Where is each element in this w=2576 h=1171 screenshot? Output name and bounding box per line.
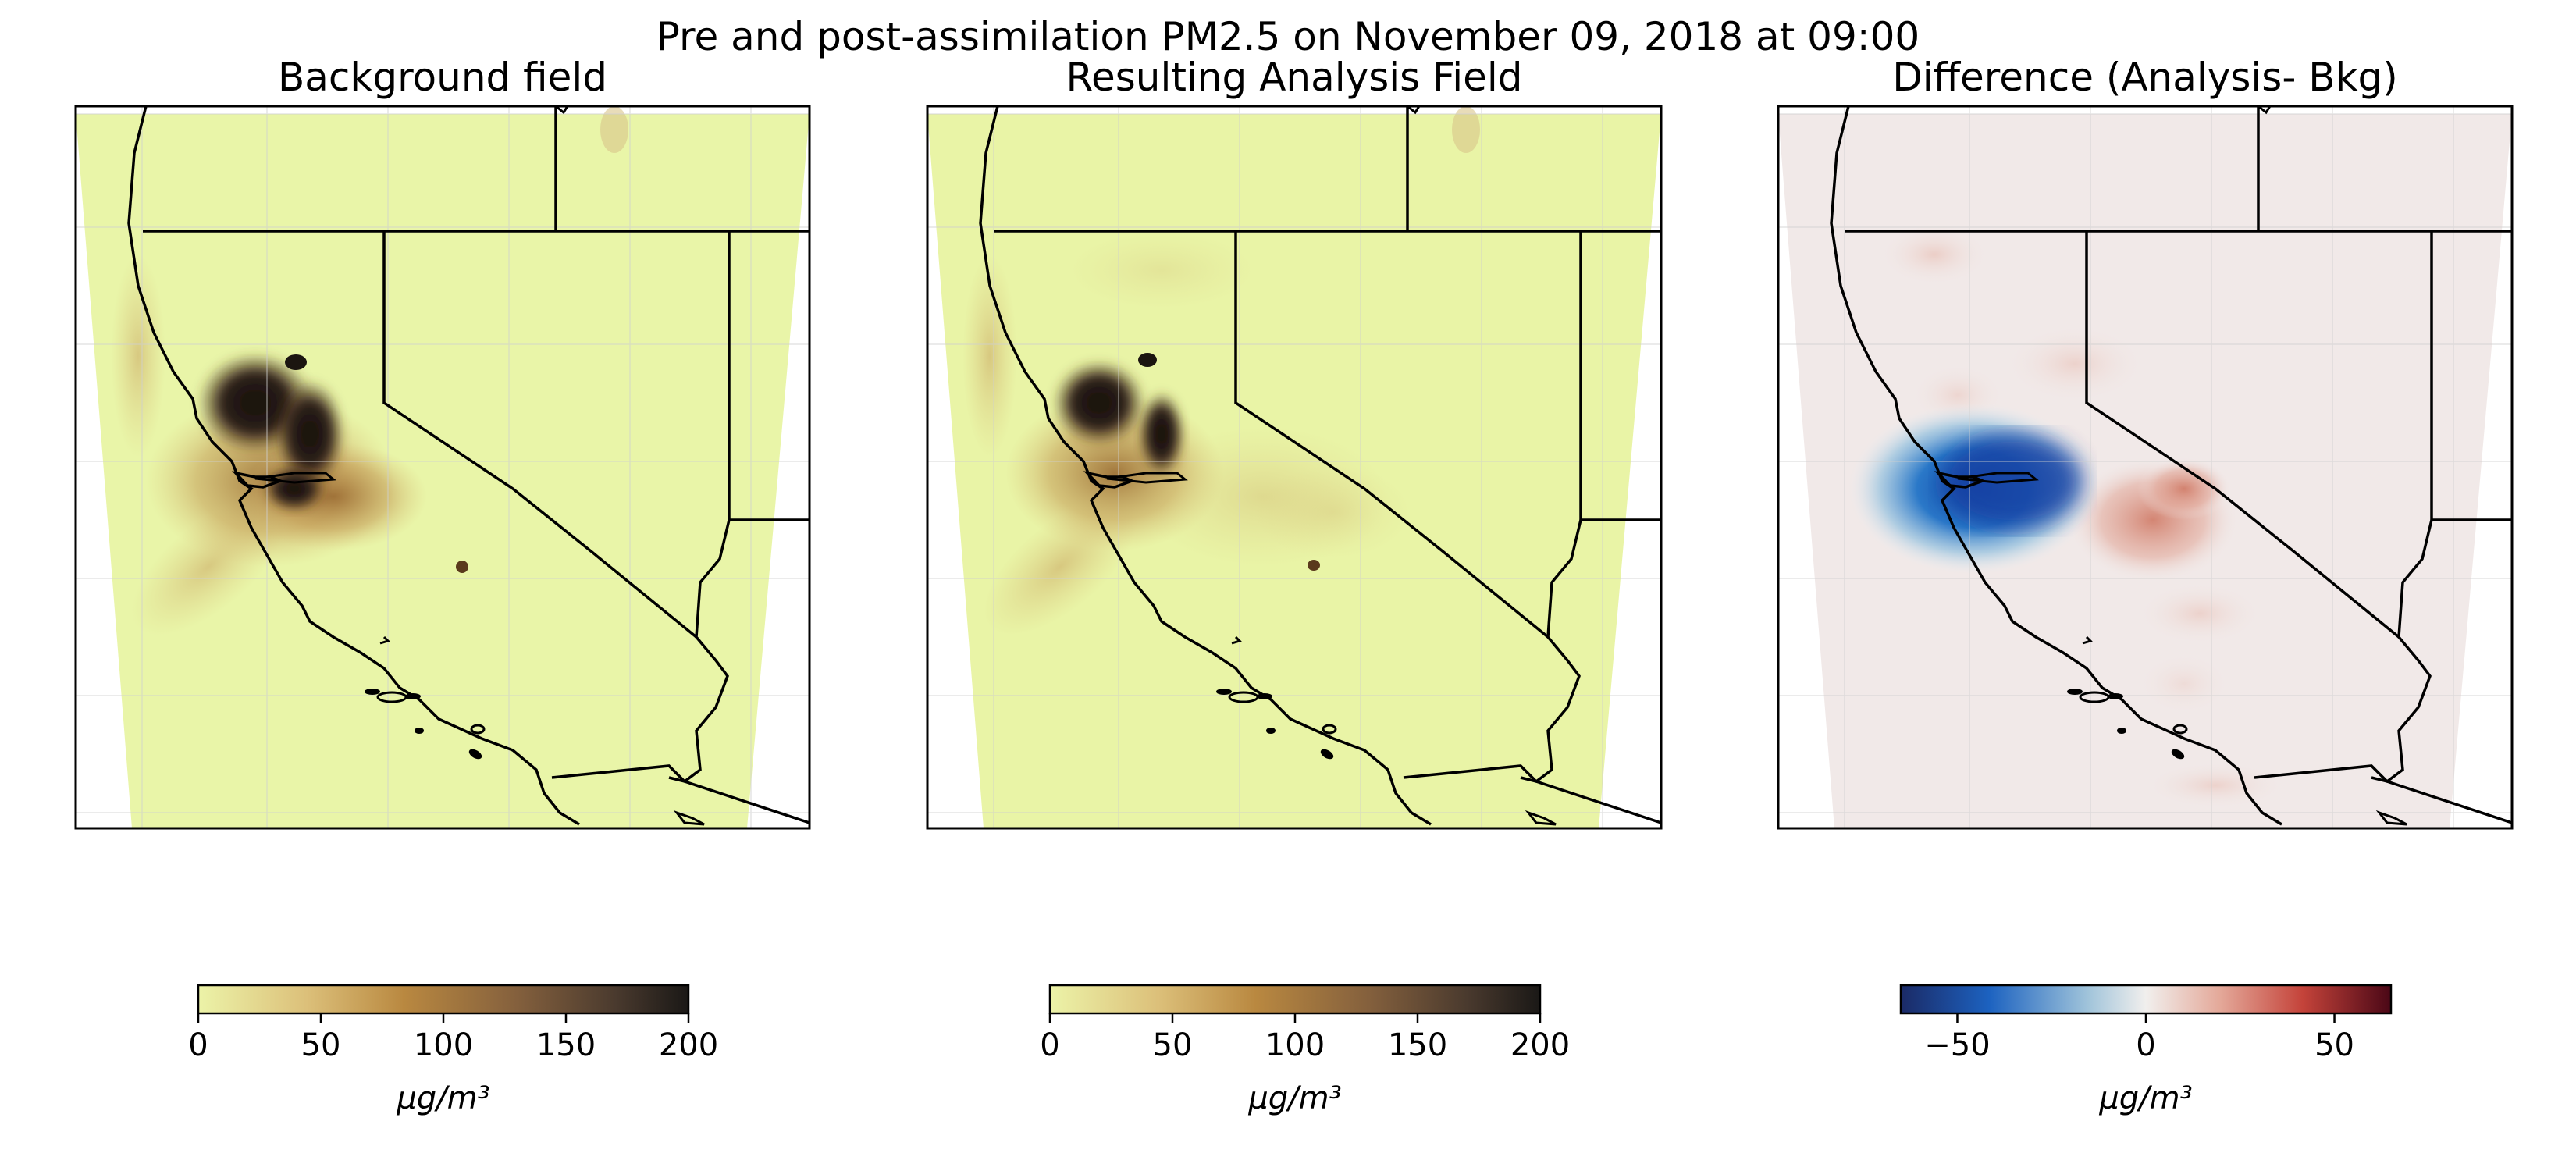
colorbar-tick-label: 50 bbox=[1153, 1027, 1193, 1063]
panel-title: Background field bbox=[278, 55, 607, 100]
colorbar-analysis: 0 50 100 150 200 μg/m³ bbox=[1040, 984, 1570, 1116]
colorbar-tick-label: 200 bbox=[659, 1027, 718, 1063]
colorbar-tick-label: 0 bbox=[188, 1027, 208, 1063]
colorbar-tick-label: 50 bbox=[2314, 1027, 2354, 1063]
map-frame bbox=[74, 105, 811, 830]
field-area bbox=[76, 114, 809, 828]
colorbar-tick-label: 150 bbox=[536, 1027, 596, 1063]
colorbar-tick-label: 100 bbox=[414, 1027, 473, 1063]
map-frame bbox=[926, 105, 1663, 830]
colorbar-unit-label: μg/m³ bbox=[1247, 1080, 1341, 1116]
colorbar-tick-label: 150 bbox=[1388, 1027, 1447, 1063]
panel-analysis-field: Resulting Analysis Field bbox=[926, 55, 1663, 830]
colorbar-tick-label: 200 bbox=[1510, 1027, 1570, 1063]
panel-title: Resulting Analysis Field bbox=[1066, 55, 1522, 100]
colorbar-unit-label: μg/m³ bbox=[2098, 1080, 2192, 1116]
figure-suptitle: Pre and post-assimilation PM2.5 on Novem… bbox=[656, 14, 1920, 59]
panel-title: Difference (Analysis- Bkg) bbox=[1892, 55, 2398, 100]
colorbar-background: 0 50 100 150 200 μg/m³ bbox=[188, 984, 718, 1116]
panel-difference: Difference (Analysis- Bkg) bbox=[1777, 55, 2514, 830]
colorbar-tick-label: 100 bbox=[1265, 1027, 1325, 1063]
colorbar-unit-label: μg/m³ bbox=[396, 1080, 489, 1116]
panel-background-field: Background field bbox=[74, 55, 811, 830]
colorbar-tick-label: 50 bbox=[301, 1027, 341, 1063]
colorbar-gradient bbox=[1899, 984, 2393, 1015]
colorbar-tick-label: 0 bbox=[1040, 1027, 1059, 1063]
colorbar-gradient bbox=[197, 984, 690, 1015]
colorbar-tick-label: −50 bbox=[1924, 1027, 1990, 1063]
colorbar-tick-label: 0 bbox=[2136, 1027, 2155, 1063]
colorbar-difference: −50 0 50 μg/m³ bbox=[1899, 984, 2393, 1116]
colorbar-gradient bbox=[1048, 984, 1542, 1015]
map-frame bbox=[1777, 105, 2514, 830]
